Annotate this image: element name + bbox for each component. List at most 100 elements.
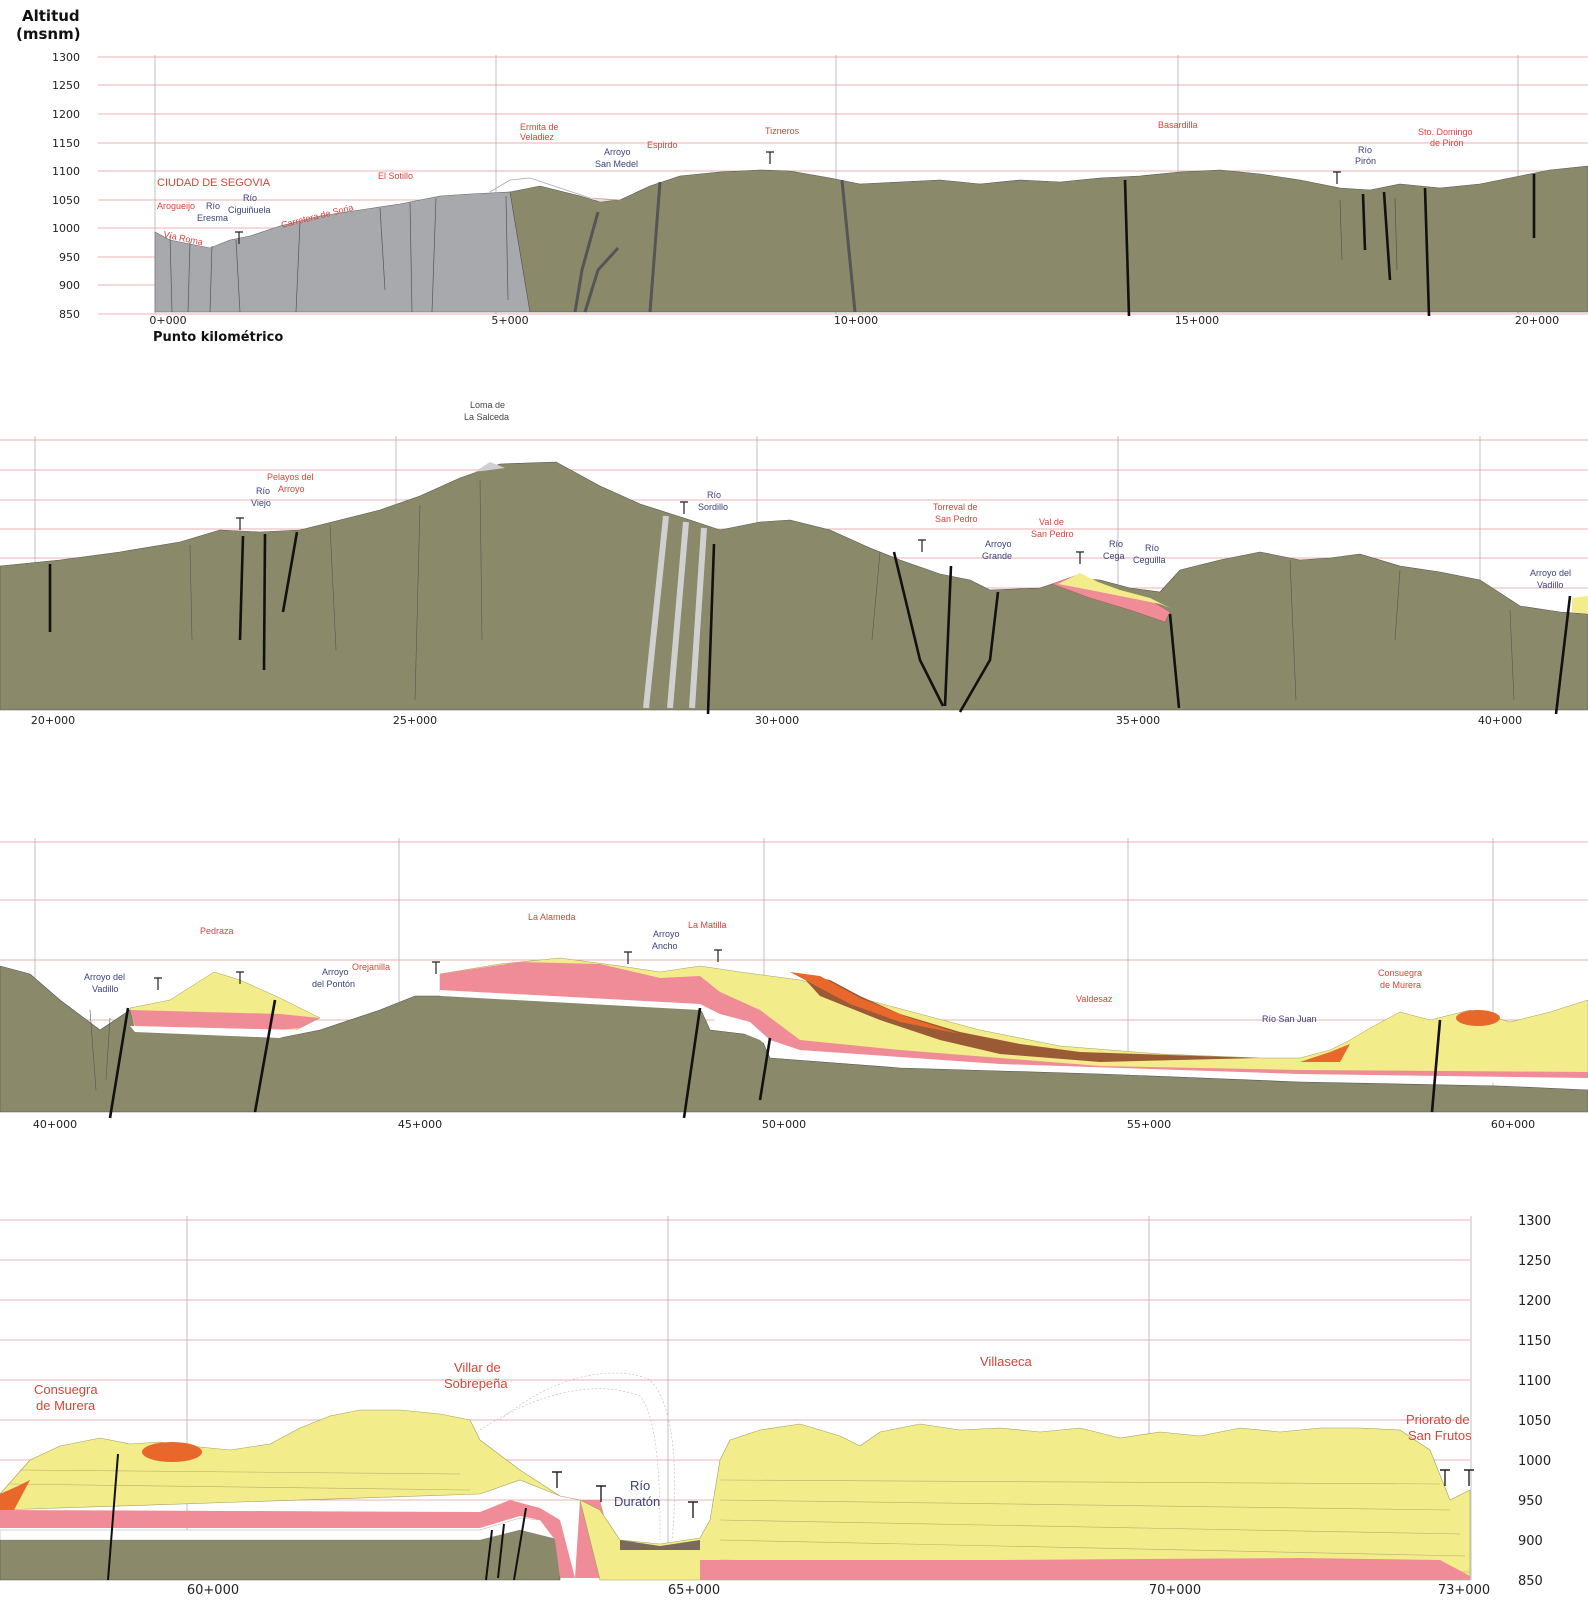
- x-tick: 50+000: [762, 1118, 806, 1131]
- x-tick: 10+000: [834, 314, 878, 327]
- place-label: de Murera: [36, 1398, 96, 1413]
- panel-1-faults: [1123, 174, 1536, 317]
- place-label: Priorato de: [1406, 1412, 1470, 1427]
- x-tick: 0+000: [149, 314, 186, 327]
- place-label: San Frutos: [1408, 1428, 1472, 1443]
- orange-unit: [142, 1442, 202, 1462]
- panel-3-labels: Pedraza Arroyo del Vadillo Arroyo del Po…: [84, 912, 1422, 1024]
- place-label: Villar de: [454, 1360, 501, 1375]
- panel-3-x-ticks: 40+000 45+000 50+000 55+000 60+000: [33, 1118, 1535, 1131]
- x-tick: 35+000: [1116, 714, 1160, 727]
- place-label: Eresma: [197, 213, 228, 223]
- x-tick: 60+000: [1491, 1118, 1535, 1131]
- orange-unit: [790, 972, 960, 1034]
- panel-4-x-ticks: 60+000 65+000 70+000 73+000: [187, 1583, 1490, 1598]
- borehole-marker: [596, 1485, 606, 1502]
- place-label: Villaseca: [980, 1354, 1033, 1369]
- panel-1-dark-dikes: [573, 179, 857, 313]
- place-label: Río: [1145, 543, 1159, 553]
- place-label: Río: [707, 490, 721, 500]
- place-label: San Pedro: [935, 514, 978, 524]
- x-tick: 15+000: [1175, 314, 1219, 327]
- olive-unit: [509, 165, 1588, 313]
- white-band: [440, 990, 1588, 1084]
- place-label: Río: [243, 193, 257, 203]
- panel-4-y-ticks: 1300 1250 1200 1150 1100 1050 1000 950 9…: [1518, 1214, 1551, 1589]
- place-label: Arroyo: [653, 929, 680, 939]
- x-tick: 70+000: [1149, 1583, 1201, 1598]
- x-tick: 65+000: [668, 1583, 720, 1598]
- borehole-marker: [432, 961, 440, 974]
- borehole-marker: [1076, 551, 1084, 564]
- place-label: Loma de: [470, 400, 505, 410]
- y-tick: 1250: [1518, 1254, 1551, 1269]
- panel-2-x-ticks: 20+000 25+000 30+000 35+000 40+000: [31, 714, 1522, 727]
- panel-1: Altitud (msnm) 1300 1250 1200: [16, 7, 1588, 345]
- place-label: Viejo: [251, 498, 271, 508]
- panel-4-boreholes: [552, 1469, 1474, 1518]
- panel-4-labels: Consuegra de Murera Villar de Sobrepeña …: [34, 1354, 1472, 1509]
- y-tick: 1150: [1518, 1334, 1551, 1349]
- yellow-unit: [0, 1409, 1471, 1581]
- orange-unit: [1300, 1044, 1350, 1062]
- place-label: La Matilla: [688, 920, 727, 930]
- place-label: Orejanilla: [352, 962, 390, 972]
- place-label: Arroyo: [278, 484, 305, 494]
- borehole-marker: [680, 501, 688, 514]
- borehole-marker: [236, 517, 244, 530]
- orange-unit: [0, 1480, 30, 1510]
- place-label: Consuegra: [1378, 968, 1422, 978]
- topsoil-line: [489, 177, 621, 201]
- place-label: del Pontón: [312, 979, 355, 989]
- x-tick: 20+000: [1515, 314, 1559, 327]
- pink-unit: [440, 962, 1588, 1082]
- place-label: Duratón: [614, 1494, 660, 1509]
- place-label: CIUDAD DE SEGOVIA: [157, 177, 271, 189]
- x-tick: 5+000: [491, 314, 528, 327]
- place-label: Consuegra: [34, 1382, 98, 1397]
- panel-2-boreholes: [236, 501, 1084, 564]
- borehole-marker: [1440, 1469, 1450, 1486]
- place-label: Cega: [1103, 551, 1125, 561]
- place-label: Ermita de: [520, 122, 559, 132]
- panel-3-thin-faults: [89, 1009, 111, 1091]
- x-tick: 30+000: [755, 714, 799, 727]
- x-tick: 20+000: [31, 714, 75, 727]
- place-label: Veladiez: [520, 132, 555, 142]
- borehole-marker: [624, 951, 632, 964]
- panel-4: 1300 1250 1200 1150 1100 1050 1000 950 9…: [0, 1214, 1551, 1598]
- y-tick: 1250: [52, 79, 80, 92]
- place-label: Pelayos del: [267, 472, 314, 482]
- place-label: Sordillo: [698, 502, 728, 512]
- place-label: Valdesaz: [1076, 994, 1113, 1004]
- y-tick: 850: [1518, 1574, 1543, 1589]
- x-tick: 45+000: [398, 1118, 442, 1131]
- place-label: San Medel: [595, 159, 638, 169]
- panel-3-boreholes: [154, 949, 722, 990]
- x-tick: 25+000: [393, 714, 437, 727]
- y-tick: 900: [1518, 1534, 1543, 1549]
- y-tick: 850: [59, 308, 80, 321]
- y-tick: 1100: [1518, 1374, 1551, 1389]
- panel-4-paleo-lines: [479, 1372, 676, 1541]
- place-label: Torreval de: [933, 502, 978, 512]
- x-tick: 60+000: [187, 1583, 239, 1598]
- x-tick: 40+000: [1478, 714, 1522, 727]
- place-label: Río: [206, 201, 220, 211]
- y-tick: 1300: [52, 51, 80, 64]
- borehole-marker: [1333, 171, 1341, 184]
- place-label: Pirón: [1355, 156, 1376, 166]
- panel-2: 20+000 25+000 30+000 35+000 40+000 Loma …: [0, 400, 1588, 727]
- place-label: Ancho: [652, 941, 678, 951]
- cap-rock: [474, 462, 505, 472]
- yellow-unit: [1572, 596, 1588, 614]
- place-label: Grande: [982, 551, 1012, 561]
- panel-3-faults: [108, 999, 1442, 1119]
- place-label: Sto. Domingo: [1418, 127, 1473, 137]
- place-label: Ciguiñuela: [228, 205, 271, 215]
- panel-2-light-dikes: [643, 515, 707, 709]
- y-tick: 1200: [1518, 1294, 1551, 1309]
- place-label: La Alameda: [528, 912, 576, 922]
- y-tick: 1000: [1518, 1454, 1551, 1469]
